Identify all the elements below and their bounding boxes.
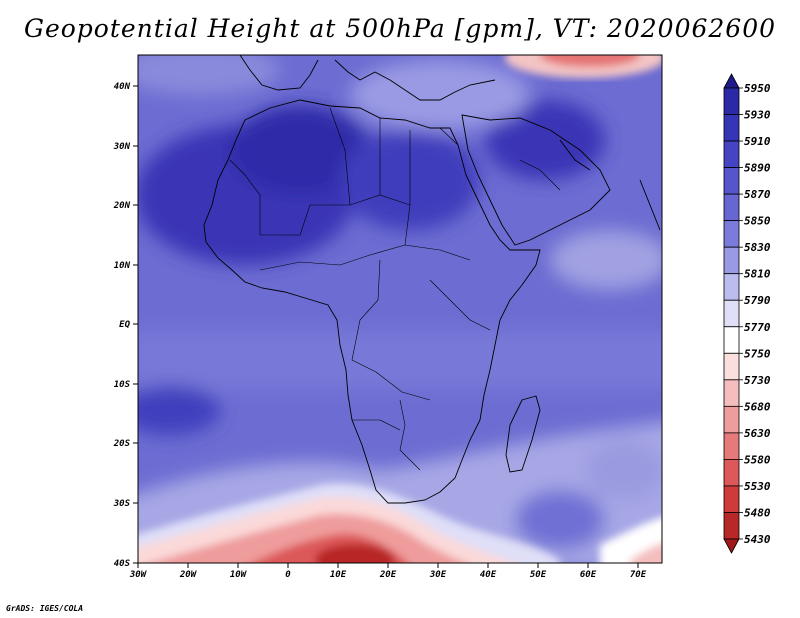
colorbar-box bbox=[723, 405, 740, 434]
colorbar-box bbox=[723, 352, 740, 381]
colorbar-box bbox=[723, 167, 740, 195]
colorbar-box bbox=[723, 114, 740, 142]
colorbar-box bbox=[723, 87, 740, 115]
lon-label-0: 0 bbox=[285, 570, 291, 580]
colorbar-label-5770: 5770 bbox=[744, 321, 771, 334]
colorbar-label-5910: 5910 bbox=[744, 135, 771, 148]
footer-credit: GrADS: IGES/COLA bbox=[6, 604, 84, 613]
colorbar-label-5480: 5480 bbox=[744, 506, 771, 519]
lon-label-40e: 40E bbox=[480, 570, 497, 580]
colorbar-box bbox=[723, 485, 740, 513]
lat-label-10s: 10S bbox=[114, 380, 131, 390]
colorbar-label-5830: 5830 bbox=[744, 241, 771, 254]
colorbar-label-5890: 5890 bbox=[744, 162, 771, 175]
colorbar-label-5630: 5630 bbox=[744, 427, 771, 440]
colorbar-box bbox=[723, 432, 740, 460]
colorbar-box bbox=[723, 299, 740, 328]
colorbar-box bbox=[723, 246, 740, 275]
lon-label-20e: 20E bbox=[379, 570, 397, 580]
lat-label-40n: 40N bbox=[114, 82, 131, 92]
geopotential-field bbox=[138, 55, 662, 563]
colorbar-label-5850: 5850 bbox=[744, 215, 771, 228]
lon-label-60e: 60E bbox=[580, 570, 597, 580]
lat-label-20n: 20N bbox=[113, 201, 131, 211]
colorbar-label-5680: 5680 bbox=[744, 400, 771, 413]
colorbar-box bbox=[723, 379, 740, 407]
colorbar-box bbox=[723, 326, 740, 354]
lon-label-30w: 30W bbox=[129, 570, 148, 580]
lon-label-30e: 30E bbox=[429, 570, 447, 580]
lon-label-10w: 10W bbox=[230, 570, 248, 580]
colorbar: 5950 5930 5910 5890 5870 5850 5830 5810 5790 5770… bbox=[723, 73, 771, 554]
lon-label-50e: 50E bbox=[530, 570, 547, 580]
lon-label-70e: 70E bbox=[630, 570, 647, 580]
colorbar-label-5730: 5730 bbox=[744, 374, 771, 387]
colorbar-top-arrow bbox=[723, 73, 740, 89]
colorbar-label-5530: 5530 bbox=[744, 480, 771, 493]
colorbar-box bbox=[723, 273, 740, 301]
colorbar-box bbox=[723, 220, 740, 248]
lat-label-10n: 10N bbox=[114, 261, 131, 271]
colorbar-label-5750: 5750 bbox=[744, 347, 771, 360]
colorbar-bottom-arrow bbox=[723, 538, 740, 554]
lat-label-eq: EQ bbox=[119, 320, 130, 330]
colorbar-label-5790: 5790 bbox=[744, 294, 771, 307]
coastlines bbox=[203, 55, 661, 504]
colorbar-label-5950: 5950 bbox=[744, 82, 771, 95]
colorbar-label-5810: 5810 bbox=[744, 268, 771, 281]
lat-label-20s: 20S bbox=[113, 439, 131, 449]
map-frame bbox=[137, 54, 663, 564]
colorbar-box bbox=[723, 459, 740, 487]
colorbar-label-5430: 5430 bbox=[744, 533, 771, 546]
colorbar-box bbox=[723, 140, 740, 168]
colorbar-box bbox=[723, 512, 740, 540]
lon-ticks bbox=[137, 563, 639, 568]
colorbar-label-5930: 5930 bbox=[744, 109, 771, 122]
colorbar-box bbox=[723, 193, 740, 222]
lat-label-30s: 30S bbox=[113, 499, 131, 509]
colorbar-label-5580: 5580 bbox=[744, 453, 771, 466]
map-title: Geopotential Height at 500hPa [gpm], VT:… bbox=[23, 14, 777, 43]
colorbar-label-5870: 5870 bbox=[744, 188, 771, 201]
country-borders bbox=[229, 107, 561, 471]
lat-label-40s: 40S bbox=[114, 559, 131, 569]
lat-label-30n: 30N bbox=[113, 142, 131, 152]
lon-label-20w: 20W bbox=[179, 570, 198, 580]
lon-label-10e: 10E bbox=[330, 570, 347, 580]
lat-ticks bbox=[133, 85, 138, 564]
